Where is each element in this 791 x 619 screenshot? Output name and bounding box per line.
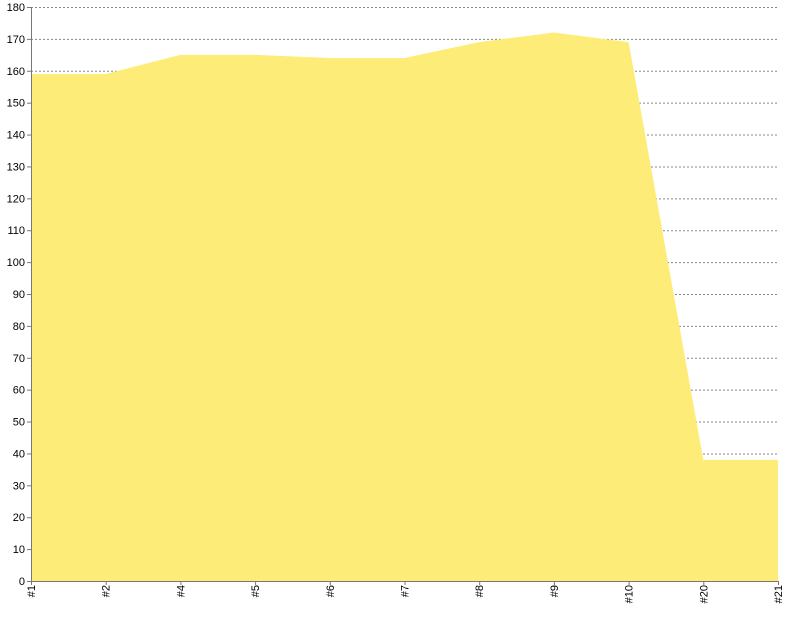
y-tick-label: 90 [13, 289, 25, 301]
x-tick-label: #4 [175, 585, 187, 597]
x-tick-label: #9 [549, 585, 561, 597]
y-tick-label: 50 [13, 417, 25, 429]
axes [27, 7, 779, 585]
y-tick-labels: 0 10 20 30 40 50 60 70 80 90 100 110 120 130 140 150 160… [7, 2, 25, 588]
y-tick-label: 20 [13, 512, 25, 524]
area-series [31, 32, 778, 582]
area-series-fill [31, 32, 778, 582]
y-tick-label: 150 [7, 98, 25, 110]
y-tick-label: 120 [7, 193, 25, 205]
x-tick-label: #6 [325, 585, 337, 597]
y-tick-label: 130 [7, 161, 25, 173]
y-tick-label: 180 [7, 2, 25, 14]
y-tick-label: 170 [7, 34, 25, 46]
y-tick-label: 10 [13, 544, 25, 556]
x-tick-label: #2 [101, 585, 113, 597]
y-tick-label: 80 [13, 321, 25, 333]
y-tick-label: 60 [13, 385, 25, 397]
x-tick-label: #10 [624, 585, 636, 603]
y-tick-label: 140 [7, 130, 25, 142]
y-tick-label: 0 [19, 576, 25, 588]
y-tick-label: 30 [13, 480, 25, 492]
x-tick-labels: #1 #2 #4 #5 #6 #7 #8 #9 #10 #20 #21 [26, 585, 785, 603]
y-tick-label: 110 [7, 225, 25, 237]
x-tick-label: #1 [26, 585, 38, 597]
x-tick-label: #8 [474, 585, 486, 597]
x-tick-label: #20 [698, 585, 710, 603]
y-tick-label: 160 [7, 66, 25, 78]
y-tick-label: 100 [7, 257, 25, 269]
x-tick-label: #21 [773, 585, 785, 603]
y-tick-label: 40 [13, 448, 25, 460]
y-tick-label: 70 [13, 353, 25, 365]
x-tick-label: #5 [250, 585, 262, 597]
x-tick-label: #7 [400, 585, 412, 597]
